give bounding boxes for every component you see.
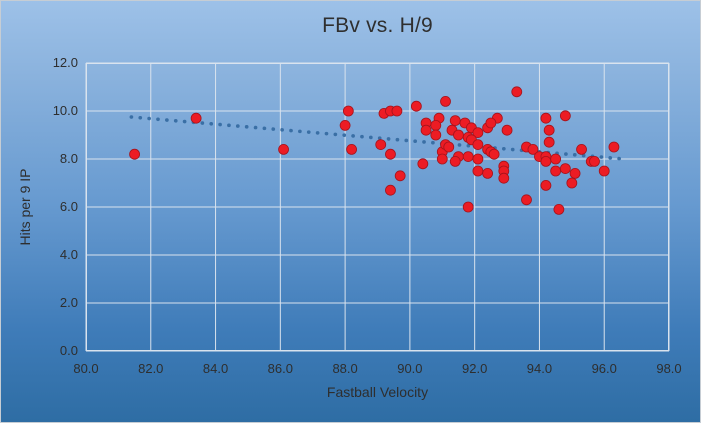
data-point bbox=[385, 148, 396, 160]
data-point bbox=[550, 153, 562, 165]
data-point bbox=[472, 153, 484, 165]
y-tick-label: 0.0 bbox=[59, 343, 78, 358]
data-point bbox=[449, 156, 461, 167]
x-tick-label: 82.0 bbox=[138, 361, 164, 376]
data-point bbox=[278, 144, 289, 155]
y-tick-label: 6.0 bbox=[59, 199, 78, 214]
data-point bbox=[482, 168, 494, 179]
data-point bbox=[385, 184, 396, 196]
data-point bbox=[569, 168, 581, 179]
x-tick-label: 96.0 bbox=[591, 361, 617, 376]
y-tick-label: 10.0 bbox=[52, 103, 78, 118]
data-point bbox=[566, 177, 578, 189]
data-point bbox=[608, 141, 620, 153]
chart-title: FBv vs. H/9 bbox=[322, 14, 433, 37]
data-point bbox=[559, 163, 571, 174]
data-point bbox=[488, 148, 500, 160]
data-point bbox=[391, 105, 403, 117]
x-tick-label: 88.0 bbox=[332, 361, 358, 376]
x-tick-label: 90.0 bbox=[397, 361, 423, 376]
data-point bbox=[501, 124, 513, 136]
data-point bbox=[543, 124, 555, 136]
data-point bbox=[576, 144, 587, 155]
data-point bbox=[521, 194, 532, 206]
data-point bbox=[410, 100, 422, 112]
data-point bbox=[598, 165, 610, 177]
y-tick-label: 2.0 bbox=[59, 295, 78, 310]
x-tick-label: 92.0 bbox=[462, 361, 488, 376]
data-point bbox=[342, 105, 354, 117]
data-point bbox=[472, 139, 484, 150]
x-axis-title: Fastball Velocity bbox=[326, 384, 429, 400]
y-axis-title: Hits per 9 IP bbox=[17, 168, 33, 246]
data-point bbox=[346, 144, 357, 155]
data-point bbox=[190, 112, 202, 124]
x-tick-label: 84.0 bbox=[202, 361, 229, 376]
data-point bbox=[540, 180, 552, 191]
data-point bbox=[498, 172, 510, 184]
data-point bbox=[339, 120, 351, 131]
data-point bbox=[440, 96, 451, 107]
data-point bbox=[430, 129, 442, 141]
data-point bbox=[472, 127, 484, 138]
y-tick-label: 8.0 bbox=[59, 151, 78, 166]
y-tick-label: 12.0 bbox=[52, 55, 78, 70]
data-point bbox=[559, 110, 571, 122]
plot-border bbox=[86, 63, 669, 351]
plot-area bbox=[85, 62, 670, 352]
x-tick-label: 80.0 bbox=[73, 361, 99, 376]
data-point bbox=[511, 86, 523, 98]
data-point bbox=[394, 170, 406, 182]
data-point bbox=[589, 156, 600, 167]
data-point bbox=[443, 141, 455, 153]
x-tick-label: 98.0 bbox=[656, 361, 682, 376]
data-point bbox=[417, 158, 429, 170]
data-point bbox=[543, 136, 555, 148]
x-tick-label: 86.0 bbox=[267, 361, 293, 376]
data-point bbox=[553, 203, 565, 215]
data-point bbox=[129, 148, 140, 160]
data-point bbox=[436, 153, 448, 165]
data-point bbox=[540, 112, 552, 124]
data-point bbox=[485, 117, 497, 129]
data-point bbox=[375, 139, 387, 150]
y-tick-label: 4.0 bbox=[59, 247, 78, 262]
data-point bbox=[462, 201, 474, 213]
x-tick-label: 94.0 bbox=[526, 361, 553, 376]
data-point bbox=[420, 124, 432, 136]
plot-svg bbox=[85, 62, 670, 352]
data-point bbox=[527, 144, 539, 155]
